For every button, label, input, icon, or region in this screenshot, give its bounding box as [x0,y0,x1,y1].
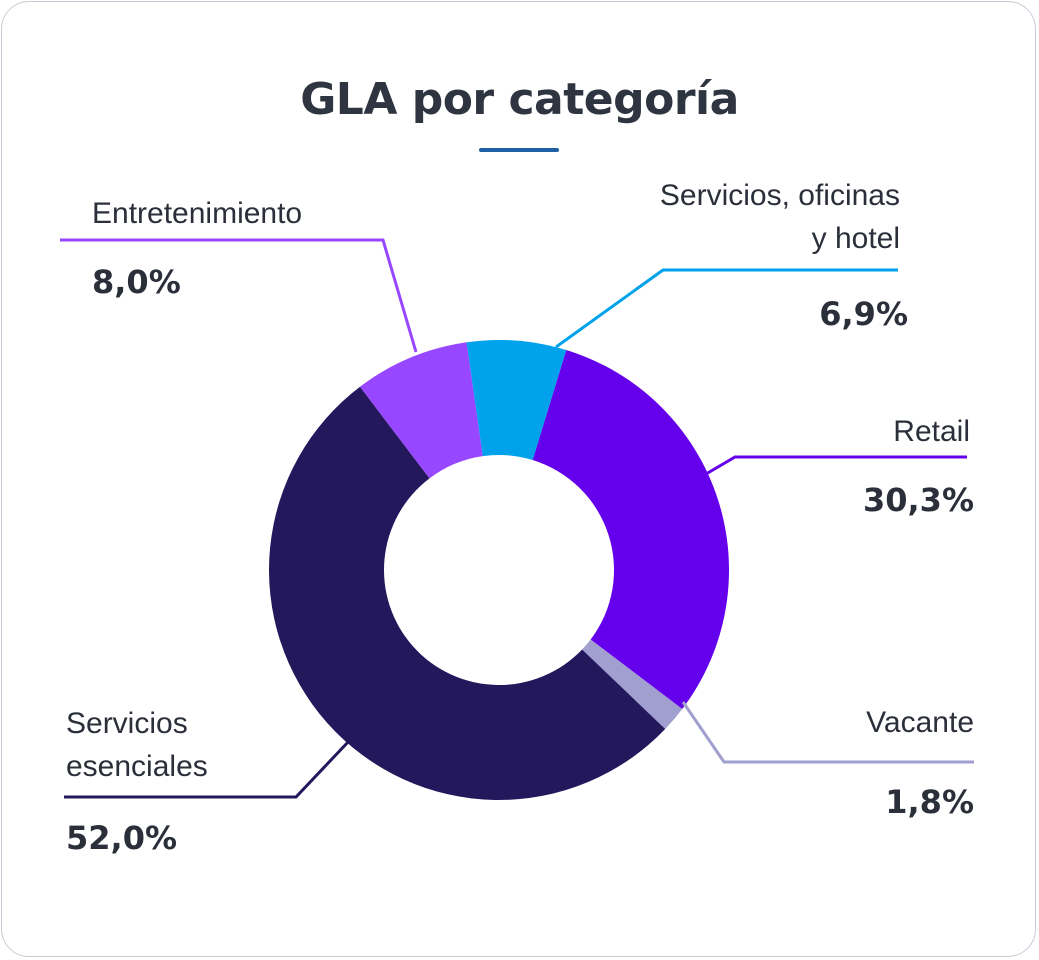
leader-line-entretenimiento [60,238,418,353]
value-servicios-esenciales: 52,0% [66,819,178,857]
slice-retail [532,350,729,709]
slice-vacante [582,639,683,729]
value-servicios-oficinas-hotel: 6,9% [819,295,908,333]
value-vacante: 1,8% [885,783,974,821]
slice-servicios-esenciales [269,386,666,800]
label-vacante: Vacante [866,706,974,739]
label-servicios-oficinas-hotel: Servicios, oficinas y hotel [659,179,900,255]
value-entretenimiento: 8,0% [92,263,181,301]
slice-entretenimiento [360,342,483,479]
leader-line-vacante [681,701,974,764]
label-entretenimiento: Entretenimiento [92,197,303,230]
chart-title: GLA por categoría [300,74,739,125]
slice-servicios-oficinas-hotel [466,340,567,461]
leader-line-retail [705,455,967,476]
leader-line-servicios-esenciales [64,739,351,799]
label-retail: Retail [893,415,970,448]
leader-line-servicios-oficinas-hotel [555,268,898,349]
value-retail: 30,3% [862,481,974,519]
label-servicios-esenciales: Servicios esenciales [66,707,208,783]
title-underline [479,148,559,152]
